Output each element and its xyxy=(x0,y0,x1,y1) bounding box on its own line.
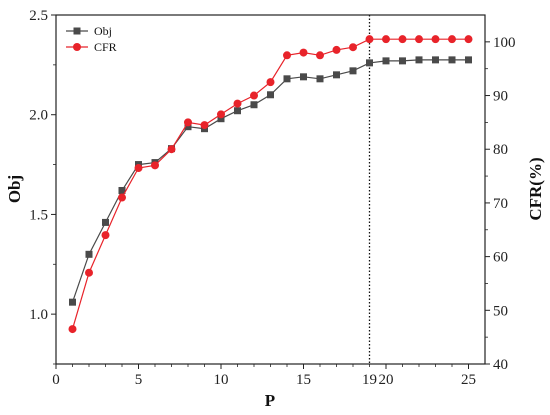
obj-point xyxy=(217,115,225,123)
y-tick-label: 1.5 xyxy=(29,207,48,223)
obj-point xyxy=(382,57,390,65)
cfr-point xyxy=(250,91,258,100)
y-tick-label: 2.0 xyxy=(29,108,48,124)
obj-point xyxy=(102,218,109,226)
obj-point xyxy=(267,91,274,99)
obj-point xyxy=(316,75,324,83)
cfr-point xyxy=(118,193,126,202)
y2-tick-label: 90 xyxy=(493,89,508,105)
cfr-point xyxy=(151,161,159,170)
y2-tick-label: 60 xyxy=(493,250,508,266)
reference-line-label: 19 xyxy=(362,372,377,388)
x-tick-label: 5 xyxy=(135,372,143,388)
y-tick-label: 1.0 xyxy=(29,307,48,323)
cfr-point xyxy=(299,48,308,57)
y2-tick-label: 80 xyxy=(493,142,508,158)
cfr-point xyxy=(101,231,110,240)
cfr-point xyxy=(85,268,93,277)
y2-tick-label: 100 xyxy=(493,35,516,51)
cfr-point xyxy=(167,145,176,154)
cfr-point xyxy=(266,78,275,87)
cfr-point xyxy=(283,51,291,60)
obj-point xyxy=(349,67,357,75)
cfr-point xyxy=(332,45,341,54)
cfr-point xyxy=(316,51,324,60)
obj-point xyxy=(333,71,340,79)
cfr-point xyxy=(382,35,390,44)
cfr-point xyxy=(134,164,143,173)
y-tick-label: 2.5 xyxy=(29,8,48,24)
obj-point xyxy=(69,298,76,306)
obj-point xyxy=(399,57,406,65)
cfr-point xyxy=(200,121,209,130)
x-tick-label: 0 xyxy=(52,372,60,388)
obj-point xyxy=(366,59,373,67)
x-tick-label: 10 xyxy=(214,372,229,388)
legend-obj-label: Obj xyxy=(94,24,112,38)
legend-cfr-label: CFR xyxy=(94,40,117,54)
cfr-point xyxy=(217,110,225,119)
cfr-point xyxy=(233,99,242,108)
obj-point xyxy=(85,250,93,258)
cfr-point xyxy=(365,35,374,44)
cfr-point xyxy=(415,35,423,44)
obj-point xyxy=(184,123,192,131)
legend-cfr-marker xyxy=(73,43,81,51)
cfr-point xyxy=(431,35,440,44)
x-tick-label: 25 xyxy=(461,372,476,388)
cfr-point xyxy=(448,35,456,44)
obj-point xyxy=(283,75,291,83)
obj-point xyxy=(118,186,126,194)
cfr-point xyxy=(68,325,77,334)
cfr-point xyxy=(464,35,473,44)
obj-point xyxy=(300,73,307,81)
obj-point xyxy=(250,101,258,109)
obj-point xyxy=(448,56,456,64)
x-tick-label: 15 xyxy=(296,372,311,388)
x-tick-label: 20 xyxy=(379,372,394,388)
y2-tick-label: 50 xyxy=(493,303,508,319)
x-axis-title: P xyxy=(265,391,275,410)
legend: Obj CFR xyxy=(66,24,117,54)
legend-obj-marker xyxy=(73,27,81,35)
y2-axis-title: CFR(%) xyxy=(526,157,545,220)
cfr-point xyxy=(398,35,407,44)
obj-point xyxy=(415,56,423,64)
obj-point xyxy=(465,56,472,64)
obj-point xyxy=(432,56,439,64)
cfr-point xyxy=(349,43,357,52)
y2-tick-label: 70 xyxy=(493,196,508,212)
y2-tick-label: 40 xyxy=(493,357,508,373)
y-axis-title: Obj xyxy=(5,175,24,203)
cfr-point xyxy=(184,118,192,127)
obj-point xyxy=(234,107,241,115)
